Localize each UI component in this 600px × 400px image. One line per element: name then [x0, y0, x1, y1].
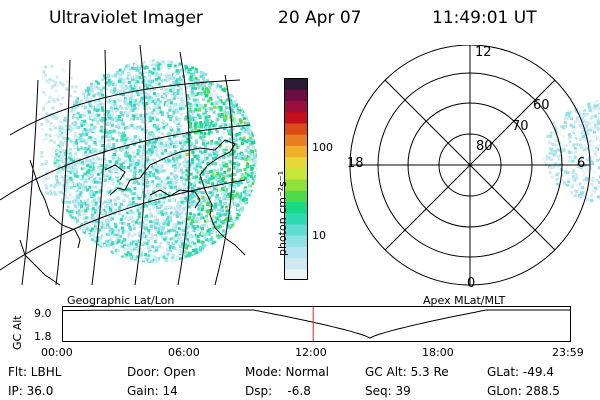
meridian-line [21, 79, 39, 286]
colorbar-cell [284, 268, 308, 280]
meridian-line [91, 49, 107, 286]
app-title: Ultraviolet Imager [49, 8, 203, 28]
coastline [29, 159, 81, 249]
colorbar-cell [284, 100, 308, 113]
coastline [109, 139, 246, 256]
altitude-tick-bottom: 1.8 [34, 330, 52, 343]
colorbar-cell [284, 235, 308, 247]
meridian-line [134, 44, 146, 286]
meridian-line [55, 59, 71, 286]
time-tick-0: 00:00 [41, 346, 73, 359]
mlat-label-60: 60 [533, 98, 550, 113]
mlat-label-80: 80 [476, 139, 493, 154]
geographic-globe-image [0, 44, 257, 286]
mlat-label-70: 70 [512, 119, 529, 134]
colorbar-cell [284, 111, 308, 124]
apex-label: Apex MLat/MLT [423, 294, 506, 307]
coastline [19, 239, 61, 286]
door-info: Door: Open [127, 365, 196, 379]
colorbar-tick-10: 10 [312, 229, 326, 242]
colorbar-cell [284, 257, 308, 270]
altitude-axis-label: GC Alt [11, 315, 24, 350]
gc-alt-info: GC Alt: 5.3 Re [365, 365, 449, 379]
colorbar-cell [284, 212, 308, 225]
mlt-label-18: 18 [347, 156, 364, 171]
glon-info: GLon: 288.5 [487, 384, 560, 398]
colorbar-cell [284, 223, 308, 236]
date-label: 20 Apr 07 [278, 8, 362, 28]
time-tick-1: 06:00 [168, 346, 200, 359]
glat-info: GLat: -49.4 [487, 365, 554, 379]
coastline [104, 164, 126, 181]
coastline [149, 189, 201, 209]
colorbar-cell [284, 78, 308, 90]
colorbar-cell [284, 167, 308, 180]
parallel-line [0, 179, 246, 271]
ip-info: IP: 36.0 [8, 384, 54, 398]
polar-plot [349, 45, 600, 286]
colorbar-cell [284, 89, 308, 102]
time-label: 11:49:01 UT [432, 8, 537, 28]
altitude-tick-top: 9.0 [34, 307, 52, 320]
colorbar-cell [284, 246, 308, 259]
mode-info: Mode: Normal [245, 365, 329, 379]
colorbar-cell [284, 156, 308, 169]
colorbar-cell [284, 134, 308, 146]
colorbar-cell [284, 179, 308, 191]
polar-diagonal [384, 79, 556, 251]
parallel-line [9, 79, 241, 136]
colorbar-tick-100: 100 [312, 141, 333, 154]
filter-info: Flt: LBHL [8, 365, 62, 379]
mlt-label-0: 0 [467, 276, 476, 291]
colorbar-unit-label: photon cm⁻²s⁻¹ [276, 170, 289, 256]
colorbar-cell [284, 145, 308, 158]
colorbar-cell [284, 190, 308, 203]
colorbar-cell [284, 201, 308, 214]
emission-pixels [53, 59, 257, 263]
meridian-line [177, 51, 190, 286]
seq-info: Seq: 39 [365, 384, 411, 398]
mlt-label-12: 12 [475, 45, 492, 60]
colorbar [284, 78, 308, 280]
polar-emission-pixels [542, 100, 600, 203]
time-tick-4: 23:59 [552, 346, 584, 359]
gain-info: Gain: 14 [127, 384, 178, 398]
dsp-info: Dsp: -6.8 [245, 384, 311, 398]
time-tick-3: 18:00 [422, 346, 454, 359]
altitude-plot-frame [62, 306, 571, 342]
altitude-curve [62, 309, 571, 339]
parallel-line [0, 124, 251, 201]
meridian-line [214, 74, 234, 286]
time-tick-2: 12:00 [295, 346, 327, 359]
colorbar-cell [284, 122, 308, 135]
altitude-plot [62, 306, 571, 342]
geographic-label: Geographic Lat/Lon [67, 294, 175, 307]
mlt-label-6: 6 [577, 156, 586, 171]
